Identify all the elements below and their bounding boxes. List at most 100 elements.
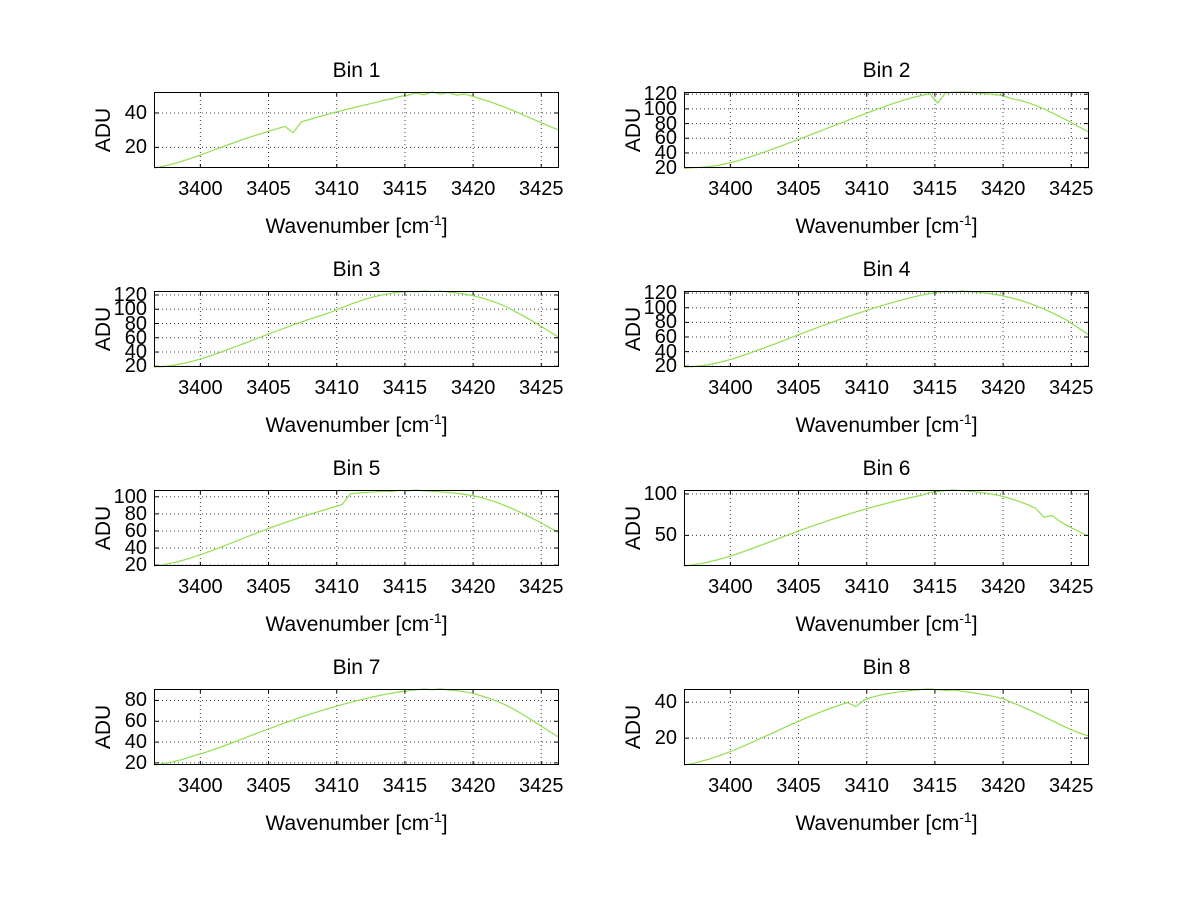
x-tick-label: 3425	[1049, 178, 1094, 200]
subplot-title-bin-8: Bin 8	[862, 656, 911, 679]
x-tick-label: 3415	[382, 775, 428, 797]
x-axis-label-text: Wavenumber [cm	[265, 215, 430, 238]
x-axis-label-bracket: ]	[971, 613, 978, 636]
y-tick-label: 20	[124, 554, 147, 577]
x-axis-label-bracket: ]	[971, 414, 978, 437]
axes-frame	[684, 291, 1089, 367]
y-tick-label: 60	[124, 519, 147, 542]
y-tick-label: 80	[124, 312, 147, 335]
x-axis-label-exponent: -1	[429, 610, 442, 626]
x-tick-label: 3405	[776, 178, 821, 200]
y-tick-label: 60	[124, 710, 147, 733]
y-tick-label: 60	[654, 127, 677, 150]
x-tick-label: 3425	[1049, 377, 1094, 399]
x-axis-label-exponent: -1	[959, 411, 972, 427]
x-tick-label: 3400	[708, 775, 753, 797]
x-tick-label: 3410	[314, 178, 359, 200]
y-tick-label: 40	[654, 691, 677, 714]
spectrum-curve-bin-4	[683, 290, 1090, 368]
x-tick-label: 3410	[314, 377, 359, 399]
x-axis-label-text: Wavenumber [cm	[795, 613, 960, 636]
y-tick-label: 80	[654, 311, 677, 334]
x-tick-label: 3405	[246, 576, 291, 598]
subplot-title-bin-1: Bin 1	[332, 59, 381, 82]
x-tick-label: 3410	[314, 775, 359, 797]
x-tick-label: 3410	[844, 576, 889, 598]
y-tick-label: 40	[124, 537, 147, 560]
x-axis-label-bin-7: Wavenumber [cm-1]	[154, 809, 559, 836]
x-axis-label-text: Wavenumber [cm	[795, 812, 960, 835]
y-tick-label: 40	[654, 340, 677, 363]
y-tick-label: 100	[113, 485, 147, 508]
axes-frame	[154, 92, 559, 168]
spectrum-curve-bin-7	[153, 688, 560, 766]
x-axis-label-text: Wavenumber [cm	[265, 414, 430, 437]
x-tick-label: 3400	[708, 377, 753, 399]
x-tick-label: 3415	[382, 576, 428, 598]
x-tick-label: 3400	[708, 576, 753, 598]
y-tick-label: 120	[643, 83, 677, 106]
y-tick-label: 20	[654, 727, 677, 750]
axes-bin-2	[683, 91, 1090, 169]
y-tick-label: 40	[124, 731, 147, 754]
spectrum-curve-bin-8	[683, 688, 1090, 766]
spectrum-curve-bin-2	[683, 91, 1090, 169]
x-tick-label: 3420	[450, 775, 496, 797]
x-tick-label: 3415	[912, 377, 958, 399]
axes-bin-4	[683, 290, 1090, 368]
x-axis-label-bin-5: Wavenumber [cm-1]	[154, 610, 559, 637]
x-axis-label-exponent: -1	[959, 809, 972, 825]
x-tick-label: 3405	[246, 377, 291, 399]
x-tick-label: 3415	[912, 576, 958, 598]
x-tick-label: 3405	[776, 576, 821, 598]
x-axis-label-bracket: ]	[441, 215, 448, 238]
x-axis-label-exponent: -1	[429, 212, 442, 228]
subplot-title-bin-6: Bin 6	[862, 457, 911, 480]
y-tick-label: 100	[643, 296, 677, 319]
x-tick-label: 3420	[450, 178, 496, 200]
subplot-title-bin-5: Bin 5	[332, 457, 381, 480]
axes-bin-7	[153, 688, 560, 766]
x-tick-label: 3400	[178, 775, 223, 797]
y-tick-label: 80	[124, 502, 147, 525]
x-axis-label-text: Wavenumber [cm	[265, 812, 430, 835]
y-tick-label: 20	[654, 355, 677, 378]
x-tick-label: 3425	[1049, 775, 1094, 797]
x-tick-label: 3420	[450, 377, 496, 399]
x-axis-label-exponent: -1	[429, 809, 442, 825]
axes-bin-1	[153, 91, 560, 169]
x-tick-label: 3405	[246, 775, 291, 797]
x-tick-label: 3425	[1049, 576, 1094, 598]
x-tick-label: 3410	[844, 178, 889, 200]
y-tick-label: 60	[124, 326, 147, 349]
y-tick-label: 60	[654, 326, 677, 348]
spectrum-curve-bin-3	[153, 290, 560, 368]
x-tick-label: 3420	[980, 377, 1026, 399]
y-tick-label: 100	[643, 482, 677, 505]
x-axis-label-bracket: ]	[441, 812, 448, 835]
spectrum-curve-bin-1	[153, 91, 560, 169]
x-axis-label-exponent: -1	[429, 411, 442, 427]
x-tick-label: 3400	[178, 377, 223, 399]
axes-bin-3	[153, 290, 560, 368]
axes-frame	[684, 689, 1089, 765]
x-tick-label: 3400	[178, 576, 223, 598]
spectrum-curve-bin-6	[683, 489, 1090, 567]
x-tick-label: 3410	[314, 576, 359, 598]
subplot-title-bin-4: Bin 4	[862, 258, 911, 281]
x-tick-label: 3420	[980, 775, 1026, 797]
axes-frame	[684, 490, 1089, 566]
x-tick-label: 3400	[178, 178, 223, 200]
axes-bin-8	[683, 688, 1090, 766]
x-tick-label: 3415	[912, 775, 958, 797]
x-axis-label-exponent: -1	[959, 610, 972, 626]
x-tick-label: 3415	[912, 178, 958, 200]
x-tick-label: 3415	[382, 377, 428, 399]
spectrum-curve-bin-5	[153, 489, 560, 567]
y-tick-label: 80	[654, 112, 677, 135]
x-axis-label-exponent: -1	[959, 212, 972, 228]
y-tick-label: 120	[643, 282, 677, 305]
x-axis-label-bracket: ]	[971, 812, 978, 835]
axes-frame	[154, 291, 559, 367]
